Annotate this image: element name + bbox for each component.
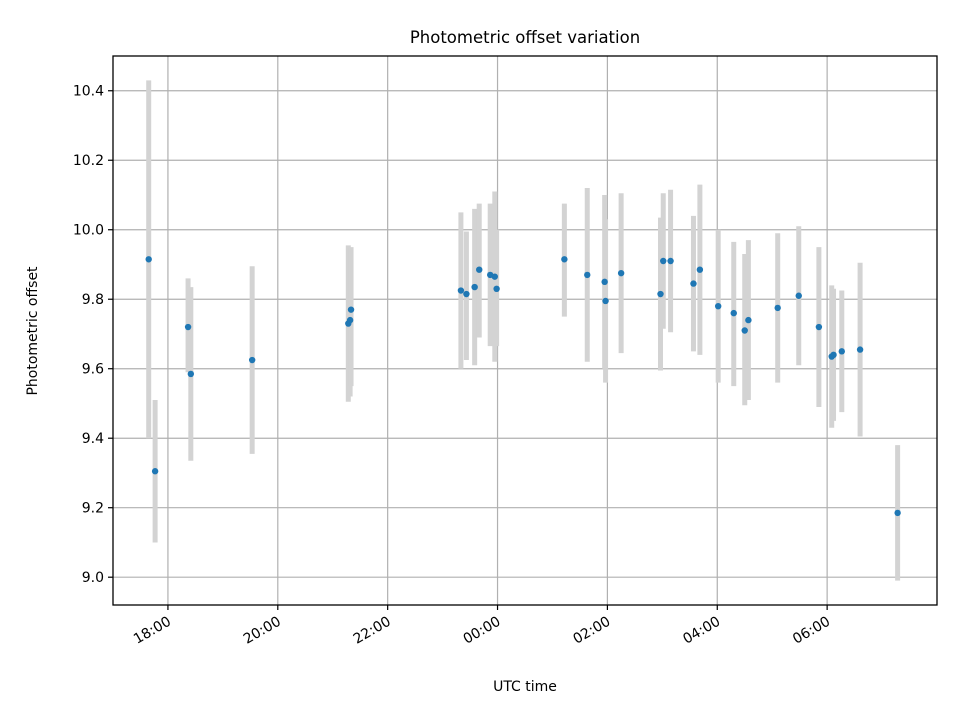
data-point — [730, 309, 737, 317]
data-point — [894, 509, 901, 517]
data-point — [714, 302, 722, 310]
data-point — [774, 304, 781, 312]
y-tick-label: 9.8 — [82, 292, 104, 308]
y-tick-label: 9.6 — [82, 362, 104, 378]
y-axis-label: Photometric offset — [25, 266, 41, 396]
data-point — [795, 292, 802, 299]
data-point — [457, 287, 465, 294]
data-point — [815, 323, 823, 331]
data-point — [660, 257, 667, 265]
x-axis-label: UTC time — [493, 679, 557, 695]
data-point — [471, 283, 478, 291]
y-tick-label: 10.4 — [73, 84, 104, 100]
data-point — [741, 327, 748, 334]
data-point — [151, 468, 159, 475]
data-point — [145, 256, 152, 263]
data-point — [493, 285, 500, 293]
y-tick-label: 9.2 — [82, 501, 104, 517]
data-point — [491, 273, 498, 280]
plot-frame — [112, 55, 938, 606]
data-point — [667, 257, 674, 265]
data-point — [856, 346, 864, 353]
y-tick-label: 10.2 — [73, 153, 104, 169]
chart-title: Photometric offset variation — [410, 28, 640, 47]
data-point — [346, 316, 354, 324]
data-point — [347, 306, 355, 313]
y-tick-label: 10.0 — [73, 223, 104, 239]
y-tick-label: 9.4 — [82, 431, 104, 447]
data-point — [745, 316, 752, 324]
data-point — [584, 271, 591, 279]
data-point — [696, 266, 704, 273]
data-point — [248, 356, 256, 364]
data-point — [476, 266, 483, 273]
y-tick-label: 9.0 — [82, 570, 104, 586]
data-point — [830, 351, 837, 359]
data-point — [601, 278, 608, 286]
y-axis-ticks: 9.0 9.2 9.4 9.6 9.8 10.0 10.2 10.4 — [73, 84, 113, 586]
data-point — [838, 348, 845, 355]
data-point — [602, 297, 609, 305]
data-point — [187, 370, 195, 378]
data-point — [463, 290, 470, 298]
data-point — [617, 269, 625, 277]
data-point — [690, 280, 697, 287]
data-point — [561, 256, 568, 263]
data-point — [184, 323, 192, 331]
data-points — [145, 256, 901, 517]
data-point — [657, 290, 664, 298]
